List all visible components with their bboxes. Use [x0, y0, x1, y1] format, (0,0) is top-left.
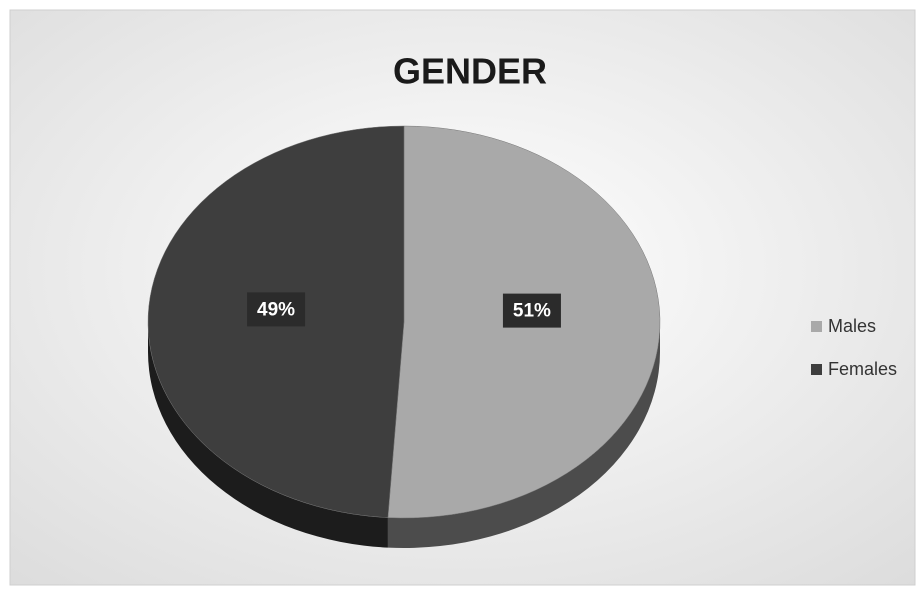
data-label: 51% — [513, 301, 551, 322]
slice-side — [387, 322, 660, 548]
legend-swatch — [811, 364, 822, 375]
legend-label: Females — [828, 359, 897, 379]
legend-swatch — [811, 321, 822, 332]
chart-title: GENDER — [393, 51, 547, 92]
data-label-box — [502, 293, 561, 328]
data-label-box — [247, 292, 306, 327]
legend-label: Males — [828, 316, 876, 336]
slice-side — [148, 322, 388, 548]
data-label: 49% — [257, 299, 295, 320]
